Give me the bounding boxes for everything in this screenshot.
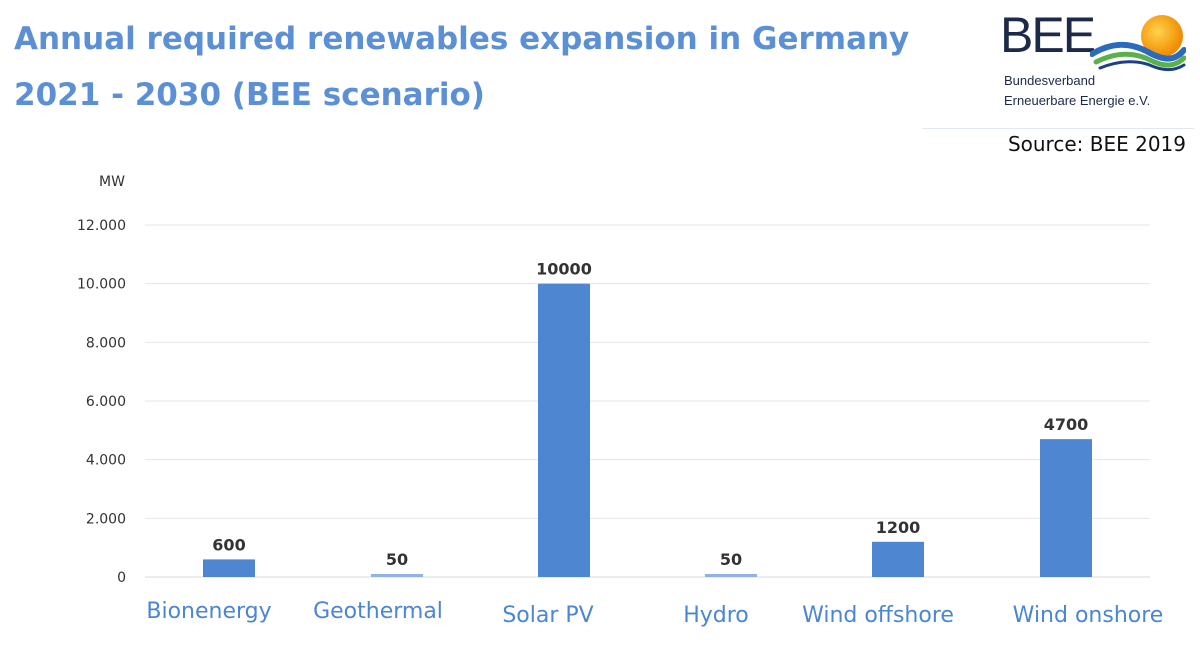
logo-subtitle-1: Bundesverband: [1004, 73, 1096, 88]
data-label: 50: [720, 550, 742, 569]
data-label: 4700: [1044, 415, 1089, 434]
data-labels: 600 50 10000 50 1200 4700: [212, 260, 1088, 569]
bar: [203, 559, 255, 577]
y-tick-label: 2.000: [86, 511, 126, 527]
data-label: 10000: [536, 260, 592, 279]
y-axis-unit-label: MW: [99, 174, 125, 190]
logo-wordmark: BEE: [1000, 7, 1096, 63]
chart-title-line-1: Annual required renewables expansion in …: [14, 21, 910, 57]
y-axis-ticks: 0 2.000 4.000 6.000 8.000 10.000 12.000: [77, 218, 126, 586]
bar: [371, 574, 423, 577]
source-divider: [922, 128, 1194, 129]
category-label: Geothermal: [313, 599, 443, 624]
category-label: Bionenergy: [146, 599, 271, 624]
data-label: 1200: [876, 518, 921, 537]
chart-title-line-2: 2021 - 2030 (BEE scenario): [14, 77, 485, 113]
category-label: Solar PV: [502, 603, 593, 628]
y-tick-label: 8.000: [86, 335, 126, 351]
y-tick-label: 0: [117, 570, 126, 586]
category-label: Wind offshore: [802, 603, 954, 628]
y-tick-label: 4.000: [86, 453, 126, 469]
logo-subtitle-2: Erneuerbare Energie e.V.: [1004, 93, 1151, 108]
bars: [203, 283, 1092, 577]
category-label: Hydro: [683, 603, 749, 628]
y-tick-label: 10.000: [77, 277, 126, 293]
category-label: Wind onshore: [1013, 603, 1164, 628]
sun-wave-icon: [1090, 15, 1186, 72]
y-tick-label: 6.000: [86, 394, 126, 410]
source-note: Source: BEE 2019: [1007, 132, 1186, 156]
bee-logo: BEE Bundesverband Erneuerbare Energie e.…: [1000, 8, 1195, 118]
data-label: 50: [386, 550, 408, 569]
bar: [1040, 439, 1092, 577]
y-tick-label: 12.000: [77, 218, 126, 234]
bar: [538, 283, 590, 577]
category-labels: Bionenergy Geothermal Solar PV Hydro Wind of…: [146, 599, 1163, 628]
bar: [705, 574, 757, 577]
bar: [872, 541, 924, 577]
data-label: 600: [212, 535, 245, 554]
gridlines: [145, 224, 1150, 578]
